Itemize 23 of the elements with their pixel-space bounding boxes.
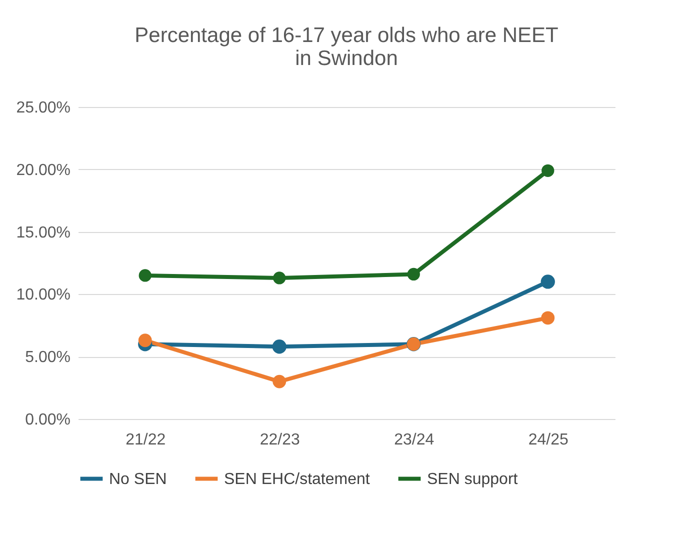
- legend-label: No SEN: [109, 470, 167, 488]
- point: [540, 274, 555, 289]
- y-tick-label: 20.00%: [16, 162, 70, 179]
- y-tick-label: 15.00%: [16, 224, 70, 242]
- y-tick-label: 0.00%: [25, 412, 70, 428]
- point: [542, 164, 554, 177]
- point: [138, 269, 152, 282]
- point: [138, 334, 152, 348]
- legend-label: SEN EHC/statement: [224, 470, 370, 488]
- point: [272, 374, 286, 388]
- chart-title: Percentage of 16-17 year olds who are NEET in Swindon: [134, 24, 559, 70]
- y-tick-label: 25.00%: [16, 100, 70, 116]
- point: [272, 340, 286, 354]
- point: [541, 311, 555, 325]
- y-tick-label: 10.00%: [16, 286, 70, 304]
- x-tick-label: 22/23: [260, 432, 300, 448]
- x-tick-label: 24/25: [528, 432, 568, 448]
- point: [407, 268, 420, 281]
- legend-label: SEN support: [427, 470, 518, 488]
- x-tick-label: 21/22: [126, 432, 166, 448]
- x-tick-label: 23/24: [394, 432, 434, 448]
- point: [273, 272, 286, 284]
- y-tick-label: 5.00%: [25, 349, 70, 366]
